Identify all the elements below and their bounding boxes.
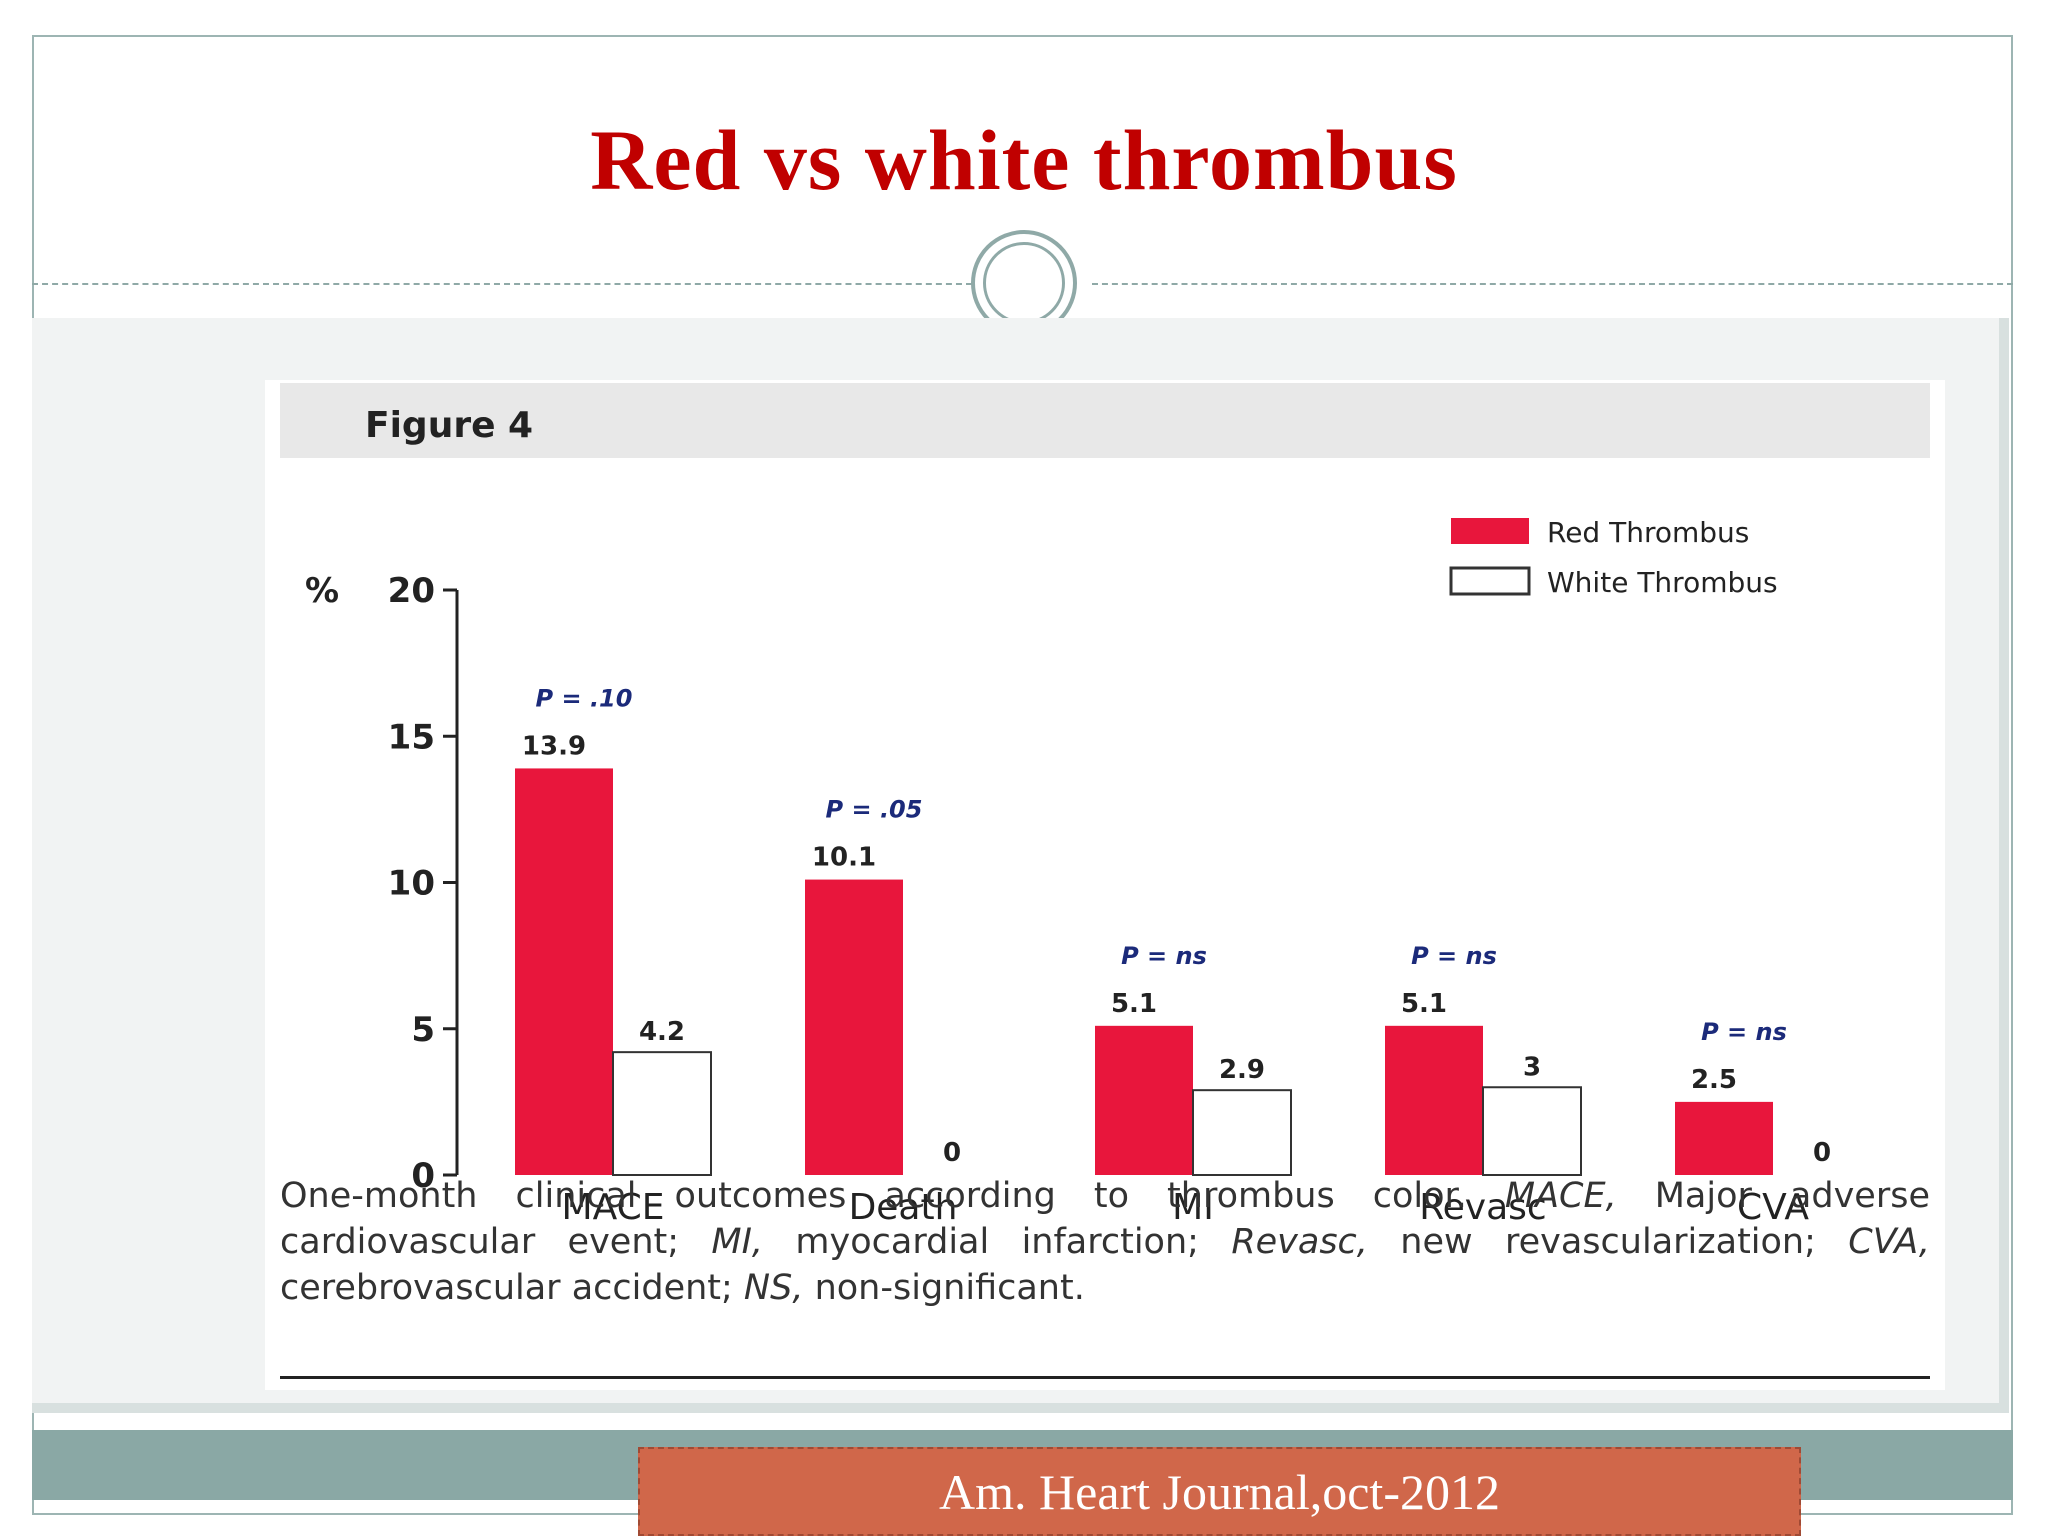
caption-text: non-significant.	[803, 1268, 1085, 1308]
p-value-annotation: P = .10	[536, 684, 633, 712]
data-label-white: 2.9	[1219, 1055, 1265, 1085]
figure-label: Figure 4	[365, 405, 534, 446]
data-label-red: 5.1	[1401, 989, 1447, 1019]
y-tick-label: 0	[411, 1156, 435, 1196]
title-divider-right	[1092, 283, 2013, 285]
figure-header: Figure 4	[280, 383, 1930, 458]
bar-red-thrombus	[805, 879, 903, 1175]
caption-abbr-revasc: Revasc,	[1231, 1222, 1368, 1262]
bar-red-thrombus	[515, 768, 613, 1175]
citation-text: Am. Heart Journal,oct-2012	[939, 1463, 1500, 1520]
p-value-annotation: P = ns	[1121, 942, 1207, 970]
y-tick-label: 5	[411, 1010, 435, 1050]
data-label-white: 3	[1523, 1052, 1541, 1082]
caption-rule	[280, 1376, 1930, 1379]
y-tick-label: 20	[388, 571, 435, 611]
bar-red-thrombus	[1095, 1025, 1193, 1175]
y-tick-label: 10	[388, 864, 435, 904]
caption-abbr-ns: NS,	[743, 1268, 804, 1308]
y-tick-label: 15	[388, 717, 435, 757]
caption-abbr-mi: MI,	[711, 1222, 764, 1262]
caption-text: Major adverse cardiovascular event;	[280, 1176, 1930, 1262]
caption-text: myocardial infarction;	[763, 1222, 1232, 1262]
data-label-white: 0	[1813, 1138, 1831, 1168]
bar-white-thrombus	[1192, 1089, 1292, 1176]
bar-chart: 0 5 10 15 20% 13.9 4.2 P = .10 MACE 10.1 0 P = .05 D…	[305, 516, 1831, 1228]
p-value-annotation: P = ns	[1411, 942, 1497, 970]
caption-text: new revascularization;	[1367, 1222, 1849, 1262]
data-label-red: 10.1	[812, 843, 876, 873]
x-category-label: Revasc	[1419, 1187, 1546, 1228]
legend-swatch-red	[1451, 518, 1529, 544]
citation-box: Am. Heart Journal,oct-2012	[638, 1447, 1801, 1536]
x-category-label: Death	[849, 1187, 958, 1228]
data-label-white: 4.2	[639, 1017, 685, 1047]
caption-abbr-cva: CVA,	[1848, 1222, 1930, 1262]
caption-text: One-month clinical outcomes according to…	[280, 1176, 1505, 1216]
legend-label-white: White Thrombus	[1547, 566, 1778, 599]
figure-caption: One-month clinical outcomes according to…	[280, 1173, 1930, 1311]
data-label-red: 5.1	[1111, 989, 1157, 1019]
circle-ornament-inner	[983, 242, 1065, 324]
caption-text: cerebrovascular accident;	[280, 1268, 744, 1308]
p-value-annotation: P = .05	[826, 796, 923, 824]
bar-red-thrombus	[1385, 1025, 1483, 1175]
legend-swatch-white	[1449, 566, 1531, 596]
figure-area: Figure 4 0 5 10 15 20% 13.9 4.2 P = .10 MACE 10.1…	[265, 380, 1945, 1390]
p-value-annotation: P = ns	[1701, 1018, 1787, 1046]
x-category-label: MI	[1172, 1187, 1214, 1228]
circle-ornament-mask	[960, 318, 1090, 348]
x-category-label: CVA	[1737, 1187, 1809, 1228]
bar-white-thrombus	[612, 1051, 712, 1177]
data-label-red: 2.5	[1691, 1065, 1737, 1095]
legend-label-red: Red Thrombus	[1547, 516, 1749, 549]
bar-white-thrombus	[1482, 1086, 1582, 1176]
caption-abbr-mace: MACE,	[1504, 1176, 1617, 1216]
data-label-red: 13.9	[522, 731, 586, 761]
x-category-label: MACE	[562, 1187, 665, 1228]
y-axis-label: %	[305, 571, 339, 611]
bar-red-thrombus	[1675, 1101, 1773, 1175]
title-divider-left	[32, 283, 972, 285]
data-label-white: 0	[943, 1138, 961, 1168]
slide-title: Red vs white thrombus	[590, 112, 1458, 208]
